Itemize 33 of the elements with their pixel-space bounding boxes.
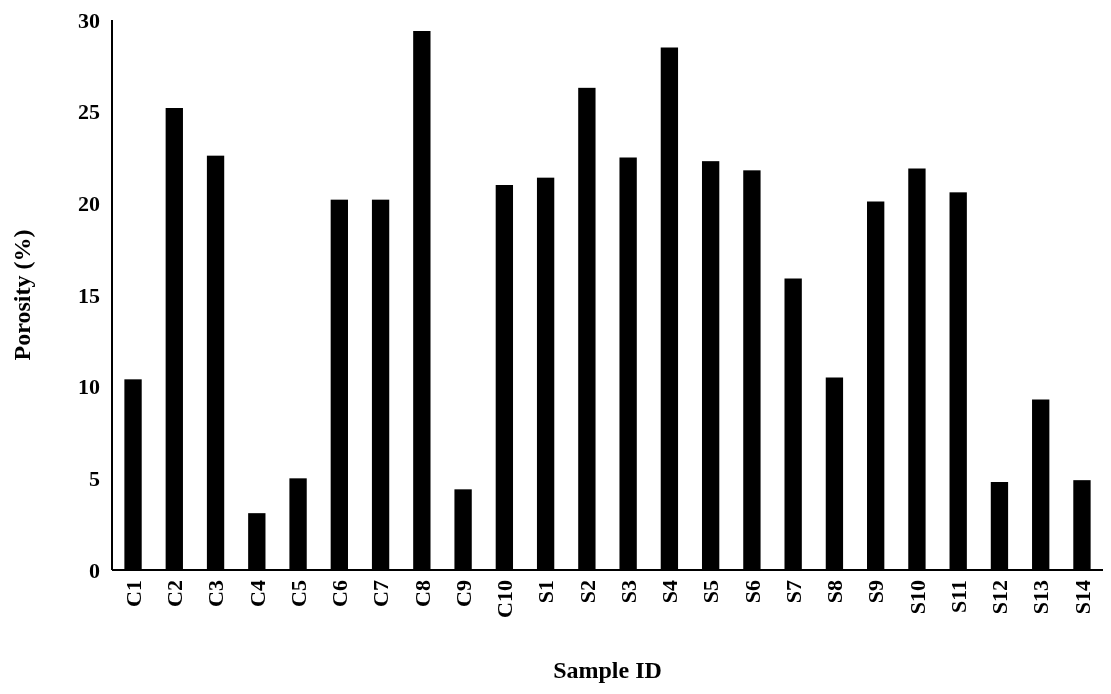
x-tick-label: C8 <box>409 580 435 607</box>
y-tick-label: 15 <box>78 282 100 308</box>
x-tick-label: C2 <box>162 580 187 607</box>
x-tick-label: C10 <box>492 580 518 618</box>
y-tick-label: 25 <box>78 99 100 125</box>
x-tick-label: S3 <box>615 580 641 604</box>
y-tick-label: 20 <box>78 191 100 217</box>
x-tick-label: S13 <box>1028 580 1054 615</box>
x-tick-label: C3 <box>203 580 229 607</box>
x-tick-label: S10 <box>904 580 930 615</box>
x-tick-label: S9 <box>863 580 889 604</box>
y-axis-title: Porosity (%) <box>9 229 35 361</box>
x-tick-label: C7 <box>368 580 394 607</box>
x-tick-label: C9 <box>450 580 476 607</box>
x-tick-label: S1 <box>533 580 559 604</box>
x-tick-label: C1 <box>120 580 146 607</box>
x-tick-label: S2 <box>574 580 600 604</box>
x-tick-label: S5 <box>698 580 724 604</box>
y-tick-label: 30 <box>78 7 100 33</box>
x-tick-label: S4 <box>657 580 683 604</box>
x-axis-title: Sample ID <box>553 657 662 683</box>
x-tick-label: S11 <box>945 580 971 614</box>
x-tick-label: S14 <box>1069 580 1095 615</box>
x-tick-label: C5 <box>285 580 311 607</box>
y-tick-label: 10 <box>78 374 100 400</box>
x-tick-label: S8 <box>822 580 848 604</box>
x-tick-label: C6 <box>327 580 353 607</box>
y-tick-label: 0 <box>89 557 100 583</box>
x-tick-label: S6 <box>739 580 765 604</box>
x-tick-label: S12 <box>987 580 1013 615</box>
y-tick-label: 5 <box>89 466 100 492</box>
x-tick-label: C4 <box>244 580 270 607</box>
x-tick-label: S7 <box>780 580 806 604</box>
